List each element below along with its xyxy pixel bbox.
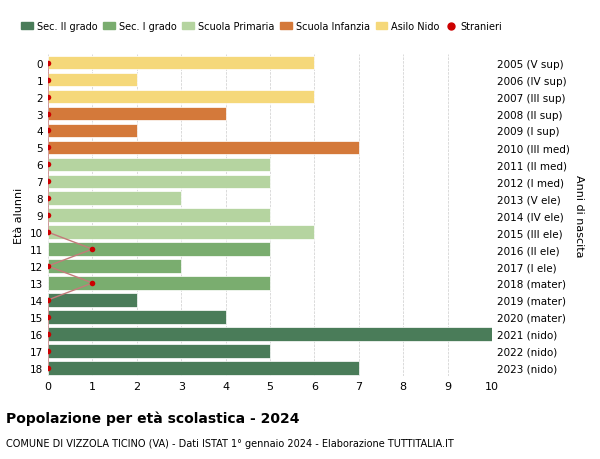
Bar	[48, 277, 270, 290]
Point	[43, 77, 53, 84]
Point	[43, 195, 53, 202]
Text: COMUNE DI VIZZOLA TICINO (VA) - Dati ISTAT 1° gennaio 2024 - Elaborazione TUTTIT: COMUNE DI VIZZOLA TICINO (VA) - Dati IST…	[6, 438, 454, 448]
Point	[43, 145, 53, 152]
Bar	[48, 243, 270, 256]
Bar	[48, 124, 137, 138]
Bar	[48, 327, 492, 341]
Point	[43, 60, 53, 67]
Point	[43, 128, 53, 135]
Bar	[48, 260, 181, 273]
Bar	[48, 310, 226, 324]
Point	[43, 297, 53, 304]
Y-axis label: Anni di nascita: Anni di nascita	[574, 174, 584, 257]
Bar	[48, 209, 270, 223]
Point	[43, 313, 53, 321]
Bar	[48, 158, 270, 172]
Point	[88, 246, 97, 253]
Bar	[48, 192, 181, 206]
Point	[43, 347, 53, 355]
Point	[43, 263, 53, 270]
Legend: Sec. II grado, Sec. I grado, Scuola Primaria, Scuola Infanzia, Asilo Nido, Stran: Sec. II grado, Sec. I grado, Scuola Prim…	[17, 18, 506, 36]
Bar	[48, 293, 137, 307]
Text: Popolazione per età scolastica - 2024: Popolazione per età scolastica - 2024	[6, 411, 299, 425]
Point	[43, 229, 53, 236]
Point	[43, 161, 53, 168]
Point	[43, 212, 53, 219]
Bar	[48, 226, 314, 240]
Point	[88, 280, 97, 287]
Bar	[48, 344, 270, 358]
Y-axis label: Età alunni: Età alunni	[14, 188, 25, 244]
Bar	[48, 57, 314, 70]
Bar	[48, 74, 137, 87]
Bar	[48, 141, 359, 155]
Bar	[48, 175, 270, 189]
Point	[43, 94, 53, 101]
Bar	[48, 361, 359, 375]
Bar	[48, 107, 226, 121]
Point	[43, 364, 53, 372]
Bar	[48, 90, 314, 104]
Point	[43, 330, 53, 338]
Point	[43, 111, 53, 118]
Point	[43, 178, 53, 185]
